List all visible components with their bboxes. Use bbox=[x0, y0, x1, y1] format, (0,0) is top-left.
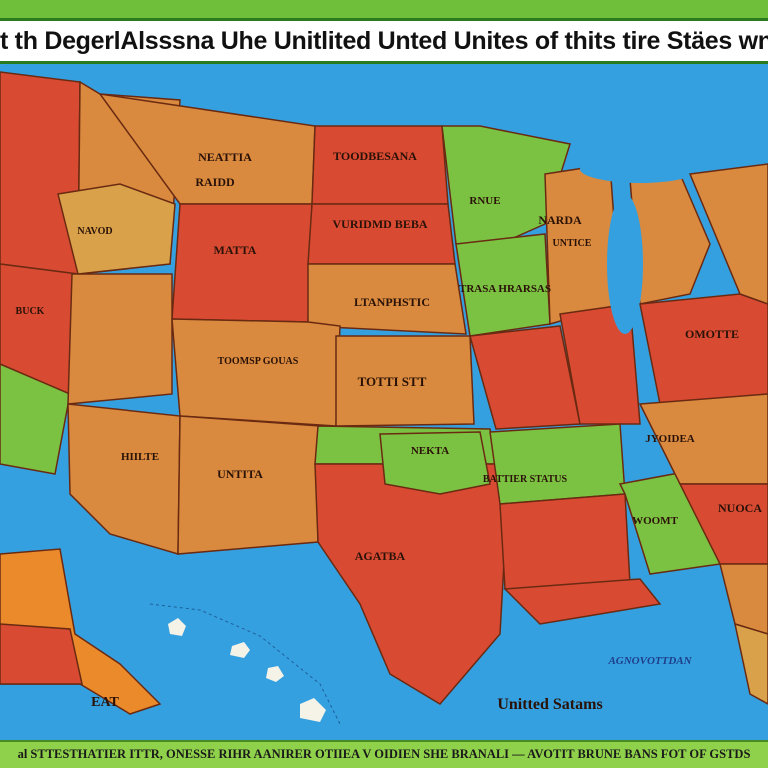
map-area: NEATTIA RAIDD TOODBESANA VURIDMD BEBA MA… bbox=[0, 64, 768, 740]
state-region bbox=[639, 293, 768, 405]
region-note: AGNOVOTTDAN bbox=[607, 655, 692, 667]
region-label: BUCK bbox=[16, 306, 45, 317]
region-label: EAT bbox=[91, 695, 119, 710]
state-region bbox=[719, 563, 768, 635]
state-region bbox=[171, 203, 313, 323]
state-region bbox=[67, 403, 181, 555]
state-region bbox=[311, 125, 449, 205]
state-region bbox=[559, 303, 641, 425]
state-region bbox=[499, 493, 631, 590]
island bbox=[266, 666, 284, 682]
state-region bbox=[503, 578, 662, 625]
state-region bbox=[0, 363, 71, 475]
state-region bbox=[307, 263, 467, 335]
map-caption: Unitted Satams bbox=[497, 696, 602, 713]
footer-bar: al STTESTHATIER ITTR, ONESSE RIHR AANIRE… bbox=[0, 740, 768, 768]
lake bbox=[580, 155, 700, 183]
region-label: MATTA bbox=[214, 243, 257, 257]
region-label: NUOCA bbox=[718, 501, 762, 515]
island bbox=[168, 618, 186, 636]
state-region bbox=[0, 71, 81, 275]
island bbox=[230, 642, 250, 658]
region-label: TOODBESANA bbox=[333, 149, 417, 163]
region-label: WOOMT bbox=[632, 515, 678, 527]
region-label: OMOTTE bbox=[685, 327, 739, 341]
region-label: TRASA HRARSAS bbox=[459, 283, 551, 295]
island bbox=[300, 698, 326, 722]
region-label: TOOMSP GOUAS bbox=[218, 356, 299, 367]
footer-text: al STTESTHATIER ITTR, ONESSE RIHR AANIRE… bbox=[17, 747, 751, 761]
region-label: NEKTA bbox=[411, 445, 449, 457]
lake bbox=[607, 194, 643, 334]
state-region bbox=[0, 623, 83, 685]
state-region bbox=[489, 423, 626, 505]
state-region bbox=[638, 393, 768, 485]
region-label: NAVOD bbox=[77, 226, 112, 237]
region-label: BATTIER STATUS bbox=[483, 474, 568, 485]
title-bar: t th DegerlAlsssna Uhe Unitlited Unted U… bbox=[0, 18, 768, 64]
state-region bbox=[379, 431, 491, 495]
state-region bbox=[57, 183, 176, 275]
region-label: NARDA bbox=[538, 213, 582, 227]
state-region bbox=[734, 622, 768, 705]
map-title: t th DegerlAlsssna Uhe Unitlited Unted U… bbox=[0, 27, 768, 55]
state-region bbox=[67, 273, 173, 405]
region-label: AGATBA bbox=[355, 549, 406, 563]
region-label: RAIDD bbox=[195, 175, 235, 189]
state-region bbox=[335, 335, 475, 427]
region-label: TOTTI STT bbox=[358, 374, 427, 389]
map-svg: NEATTIA RAIDD TOODBESANA VURIDMD BEBA MA… bbox=[0, 64, 768, 740]
region-label: HIILTE bbox=[121, 451, 159, 463]
state-region bbox=[688, 163, 768, 305]
region-label: NEATTIA bbox=[198, 150, 252, 164]
state-region bbox=[678, 483, 768, 565]
region-label: LTANPHSTIC bbox=[354, 295, 430, 309]
state-region bbox=[307, 203, 456, 265]
boundary-line bbox=[149, 603, 341, 725]
region-label: RNUE bbox=[469, 195, 500, 207]
state-region bbox=[171, 318, 341, 427]
region-label: UNTITA bbox=[217, 467, 263, 481]
region-label: JYOIDEA bbox=[645, 433, 695, 445]
region-label: UNTICE bbox=[553, 238, 592, 249]
state-region bbox=[177, 415, 321, 555]
region-label: VURIDMD BEBA bbox=[332, 217, 427, 231]
